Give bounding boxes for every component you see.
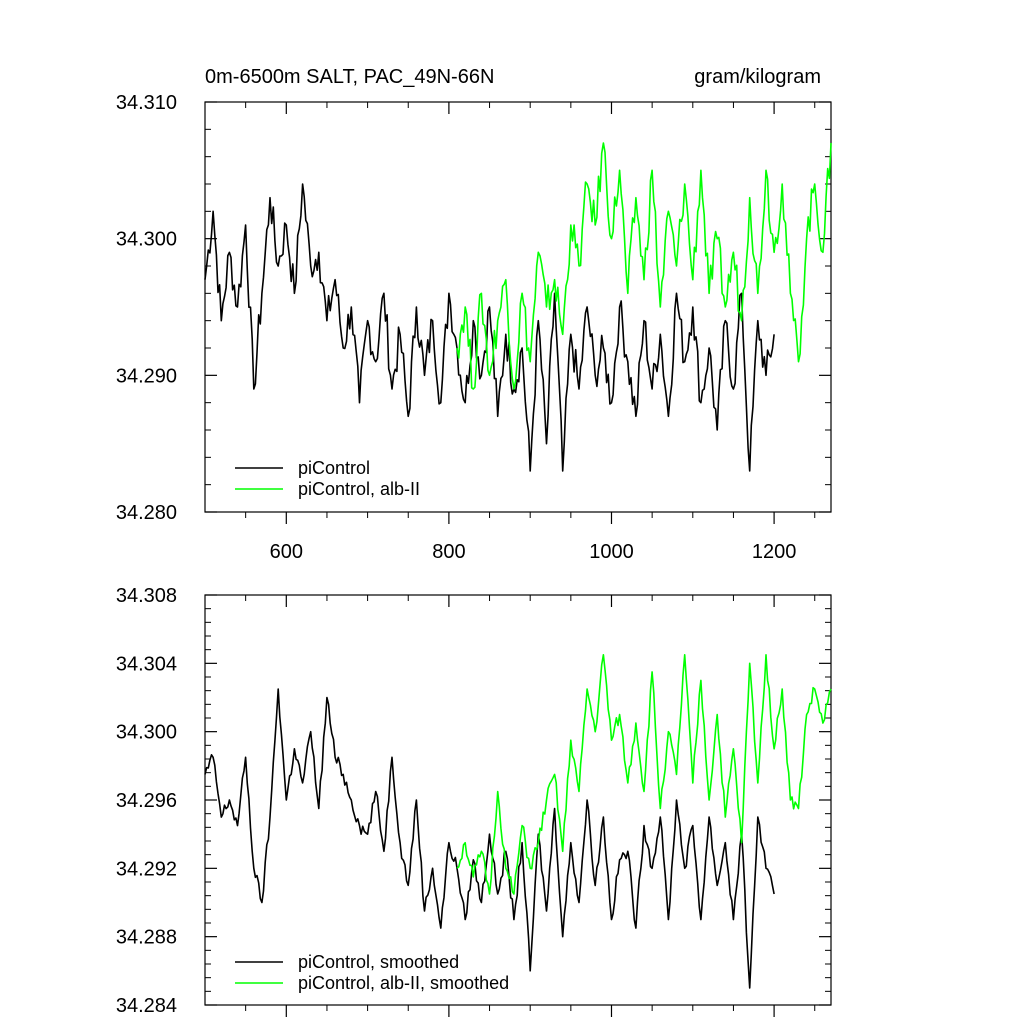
top-ytick-label: 34.310 xyxy=(116,92,177,114)
top-xtick-label: 1200 xyxy=(752,541,797,563)
top-xtick-label: 1000 xyxy=(589,541,634,563)
top-legend: piControl piControl, alb-II xyxy=(235,458,420,499)
bottom-legend: piControl, smoothed piControl, alb-II, s… xyxy=(235,952,509,993)
bottom-series-picontrol-alb-ii-smoothed xyxy=(456,653,832,895)
bottom-ytick-label: 34.292 xyxy=(116,858,177,880)
top-plot-frame xyxy=(204,101,832,513)
bottom-ytick-label: 34.296 xyxy=(116,790,177,812)
top-legend-label-picontrol: piControl xyxy=(298,458,370,478)
top-panel: 0m-6500m SALT, PAC_49N-66N gram/kilogram… xyxy=(116,66,832,563)
bottom-ytick-label: 34.300 xyxy=(116,722,177,744)
bottom-legend-label-smoothed: piControl, smoothed xyxy=(298,952,459,972)
top-chart-units: gram/kilogram xyxy=(694,66,821,88)
top-series-picontrol-alb-ii xyxy=(456,142,832,390)
bottom-ytick-label: 34.284 xyxy=(116,995,177,1017)
top-ytick-label: 34.280 xyxy=(116,502,177,524)
bottom-legend-label-alb-ii-smoothed: piControl, alb-II, smoothed xyxy=(298,973,509,993)
top-series-picontrol xyxy=(204,183,775,472)
top-xtick-label: 800 xyxy=(432,541,465,563)
bottom-series-picontrol-smoothed xyxy=(204,688,775,989)
top-legend-label-alb-ii: piControl, alb-II xyxy=(298,479,420,499)
top-ytick-label: 34.300 xyxy=(116,229,177,251)
bottom-ytick-label: 34.288 xyxy=(116,927,177,949)
top-chart-title: 0m-6500m SALT, PAC_49N-66N xyxy=(205,66,494,88)
bottom-panel: 34.284 34.288 34.292 34.296 34.300 34.304 34.3… xyxy=(116,585,832,1017)
bottom-ytick-label: 34.308 xyxy=(116,585,177,607)
top-xtick-label: 600 xyxy=(270,541,303,563)
bottom-ytick-label: 34.304 xyxy=(116,653,177,675)
top-ytick-label: 34.290 xyxy=(116,365,177,387)
